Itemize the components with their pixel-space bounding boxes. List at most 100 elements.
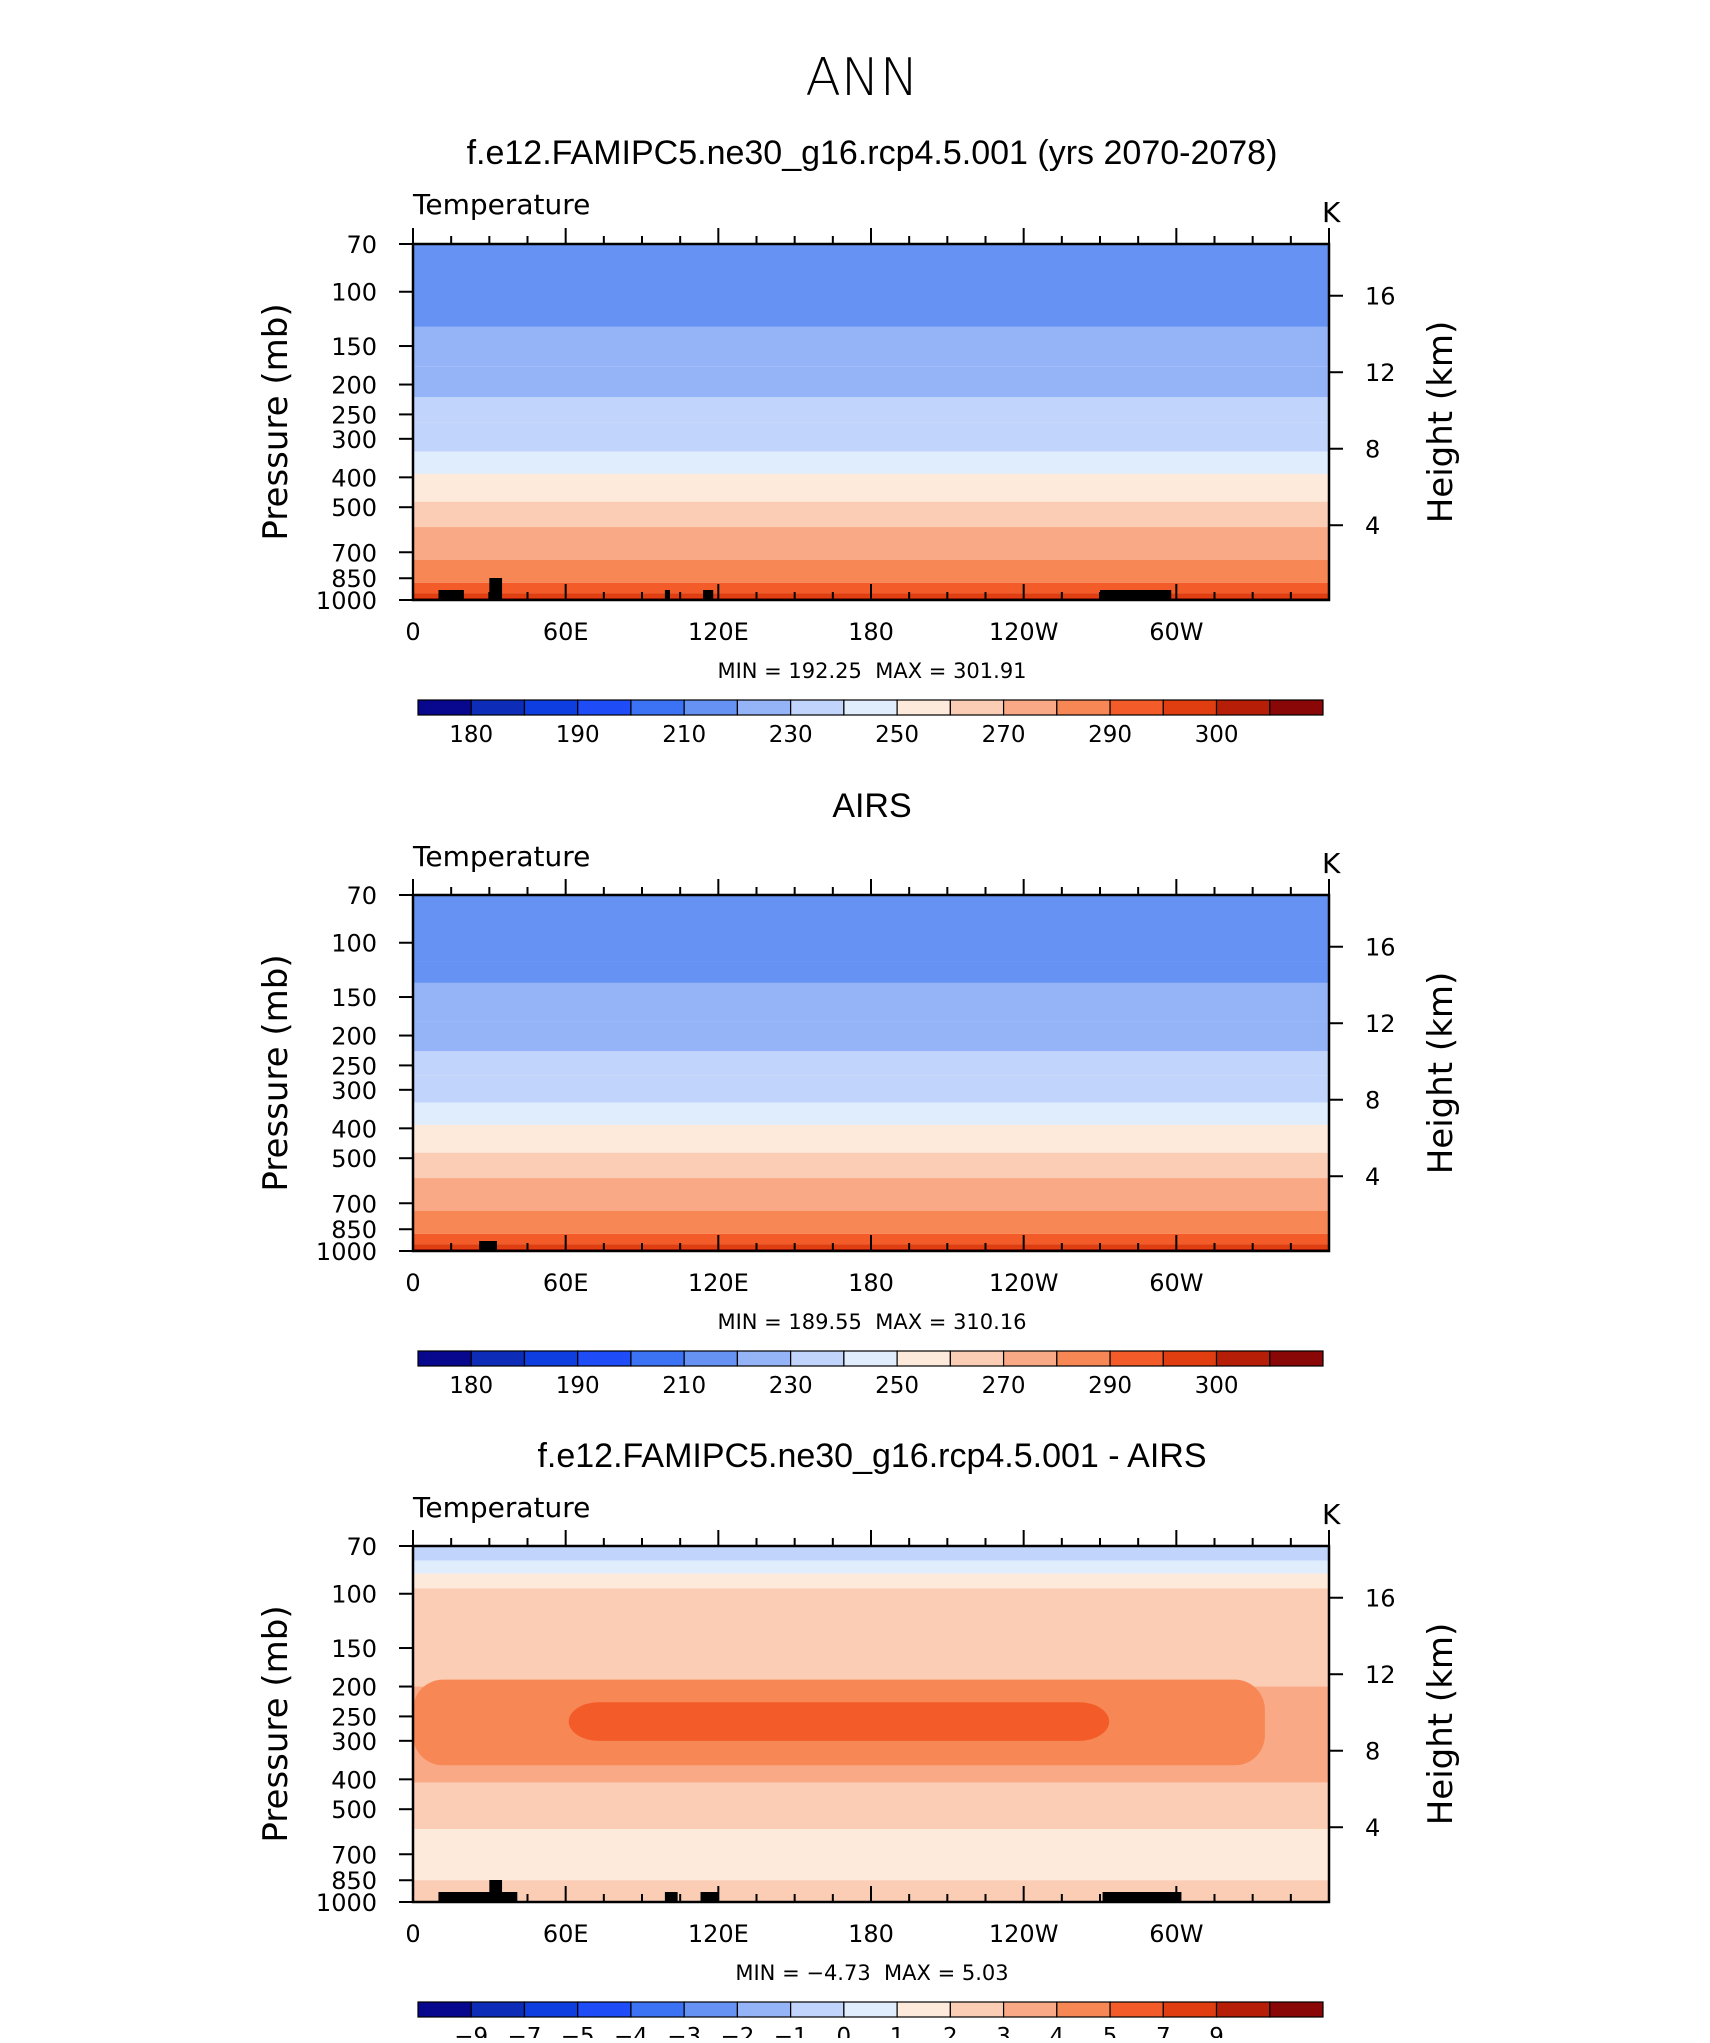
y-tick-label: 400 [331,464,377,492]
contour-region [413,1612,1265,1673]
colorbar-label: −9 [454,2024,488,2038]
colorbar-swatch [523,2001,579,2018]
y-tick-label: 700 [331,539,377,567]
colorbar-swatch [1056,1350,1111,1367]
x-tick-label: 120W [989,618,1059,646]
x-tick-label: 180 [848,618,894,646]
colorbar-swatch [683,2001,739,2018]
contour-band [413,1573,1329,1589]
colorbar-swatch [470,2001,526,2018]
colorbar-swatch [1215,699,1271,716]
y2-axis-title: Height (km) [1421,972,1461,1175]
colorbar-swatch [683,699,739,716]
y-tick-label: 250 [331,401,377,429]
topography-mask [1102,1892,1182,1902]
colorbar-swatch [736,699,792,716]
x-tick-label: 60W [1149,1269,1203,1297]
contour-band [413,1075,1329,1103]
contour-band [413,326,1329,367]
y-tick-label: 1000 [316,1238,377,1266]
colorbar: −9 −7 −5 −4 −3 −2 −1 0 1 2 3 4 5 7 9 [417,2001,1324,2043]
x-tick-label: 180 [848,1920,894,1948]
y2-tick-label: 4 [1365,1814,1380,1842]
topography-mask [700,1892,719,1902]
colorbar-label: 210 [662,1373,706,1399]
y2-tick-label: 12 [1365,1010,1396,1038]
y-tick-label: 100 [331,279,377,307]
colorbar-swatch [417,1350,472,1367]
y-tick-label: 200 [331,1023,377,1051]
colorbar-swatch [577,699,632,716]
y2-tick-label: 12 [1365,359,1396,387]
topography-mask [664,1892,678,1902]
contour-band [413,501,1329,528]
y-tick-label: 850 [331,1867,377,1895]
colorbar-swatch [630,2001,685,2018]
colorbar-swatch [1002,1350,1058,1367]
contour-band [413,1782,1329,1830]
panel-difference: f.e12.FAMIPC5.ne30_g16.rcp4.5.001 - AIRS… [256,1437,1461,2043]
colorbar-swatch [577,1350,632,1367]
y2-tick-label: 8 [1365,1738,1380,1766]
contour-band [413,397,1329,423]
minmax-label: MIN = 192.25 MAX = 301.91 [717,659,1026,683]
colorbar-swatch [523,1350,579,1367]
contour-region [568,1702,1110,1741]
y-tick-label: 1000 [316,1889,377,1917]
minmax-label: MIN = −4.73 MAX = 5.03 [735,1961,1008,1985]
y-tick-label: 500 [331,1796,377,1824]
colorbar-label: 290 [1088,1373,1132,1399]
colorbar-label: −2 [720,2024,754,2038]
x-tick-label: 0 [405,618,420,646]
y-tick-label: 300 [331,426,377,454]
variable-label: Temperature [412,1491,590,1524]
colorbar-label: 5 [1103,2024,1118,2038]
colorbar-swatch [1162,2001,1218,2018]
y-tick-label: 300 [331,1728,377,1756]
panel-obs: AIRS Temperature K 0 60E 120E 180 120W 60W 70 1… [256,787,1461,1399]
y-tick-label: 850 [331,1216,377,1244]
colorbar-swatch [736,1350,792,1367]
minmax-label: MIN = 189.55 MAX = 310.16 [717,1310,1026,1334]
colorbar-label: 3 [996,2024,1011,2038]
panel-title: f.e12.FAMIPC5.ne30_g16.rcp4.5.001 (yrs 2… [467,134,1278,172]
contour-band [413,422,1329,452]
contour-band [413,244,1329,305]
y-tick-label: 70 [346,1533,377,1561]
colorbar-label: 250 [875,722,919,748]
contour-band [413,451,1329,474]
variable-label: Temperature [412,840,590,873]
x-tick-label: 60W [1149,618,1203,646]
y-tick-label: 70 [346,231,377,259]
colorbar-swatch [683,1350,739,1367]
colorbar-label: 270 [982,1373,1026,1399]
y2-tick-label: 8 [1365,436,1380,464]
y-tick-label: 500 [331,494,377,522]
figure-title: ANN [805,48,918,108]
colorbar-swatch [949,2001,1005,2018]
colorbar-swatch [843,2001,898,2018]
units-label: K [1322,196,1341,229]
topography-mask [438,1892,490,1902]
y-axis-title: Pressure (mb) [256,954,296,1191]
variable-label: Temperature [412,188,590,221]
colorbar-swatch [843,699,898,716]
contour-band [413,527,1329,560]
contour-band [413,1152,1329,1179]
colorbar-swatch [1109,699,1164,716]
contour-band [413,1021,1329,1052]
colorbar-label: −1 [774,2024,808,2038]
y-tick-label: 400 [331,1766,377,1794]
topography-mask [479,1892,518,1902]
x-tick-label: 120E [688,618,749,646]
colorbar-swatch [1162,1350,1218,1367]
colorbar-label: 210 [662,722,706,748]
colorbar-label: 9 [1209,2024,1224,2038]
colorbar-swatch [1056,699,1111,716]
panel-title: AIRS [832,787,911,825]
contour-band [413,366,1329,398]
colorbar-swatch [1162,699,1218,716]
colorbar-label: 290 [1088,722,1132,748]
contour-band [413,1560,1329,1574]
